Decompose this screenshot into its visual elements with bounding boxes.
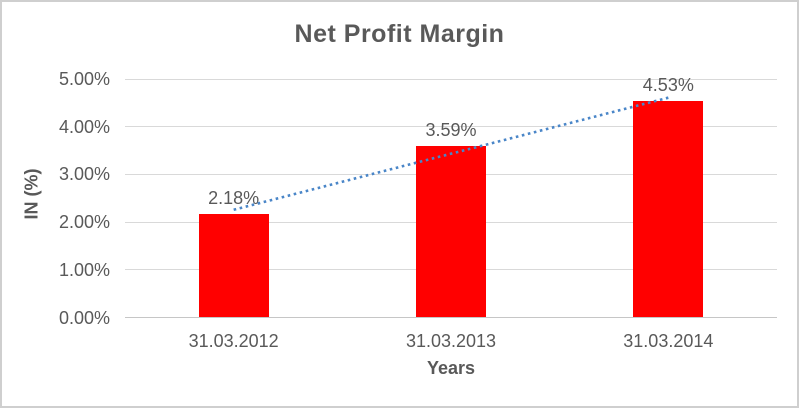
x-axis-tick-label: 31.03.2012 <box>188 331 279 351</box>
y-axis-tick-label: 3.00% <box>58 164 110 185</box>
x-axis-title: Years <box>426 358 476 378</box>
x-axis-line <box>125 317 777 318</box>
bar <box>416 146 486 318</box>
y-axis-tick-label: 2.00% <box>58 212 110 233</box>
bar <box>633 101 704 318</box>
x-axis-tick-label: 31.03.2014 <box>623 331 714 351</box>
y-axis-tick-label: 0.00% <box>58 307 110 328</box>
bar-data-label: 4.53% <box>642 75 694 96</box>
chart-title: Net Profit Margin <box>294 20 505 48</box>
y-axis-tick-label: 4.00% <box>58 116 110 137</box>
y-axis-tick-label: 1.00% <box>58 259 110 280</box>
bar <box>198 213 269 318</box>
gridline <box>125 78 777 80</box>
y-axis-tick-label: 5.00% <box>58 69 110 89</box>
bar-data-label: 2.18% <box>208 187 260 208</box>
x-axis-tick-label: 31.03.2013 <box>405 331 497 351</box>
bar-data-label: 3.59% <box>425 120 477 141</box>
